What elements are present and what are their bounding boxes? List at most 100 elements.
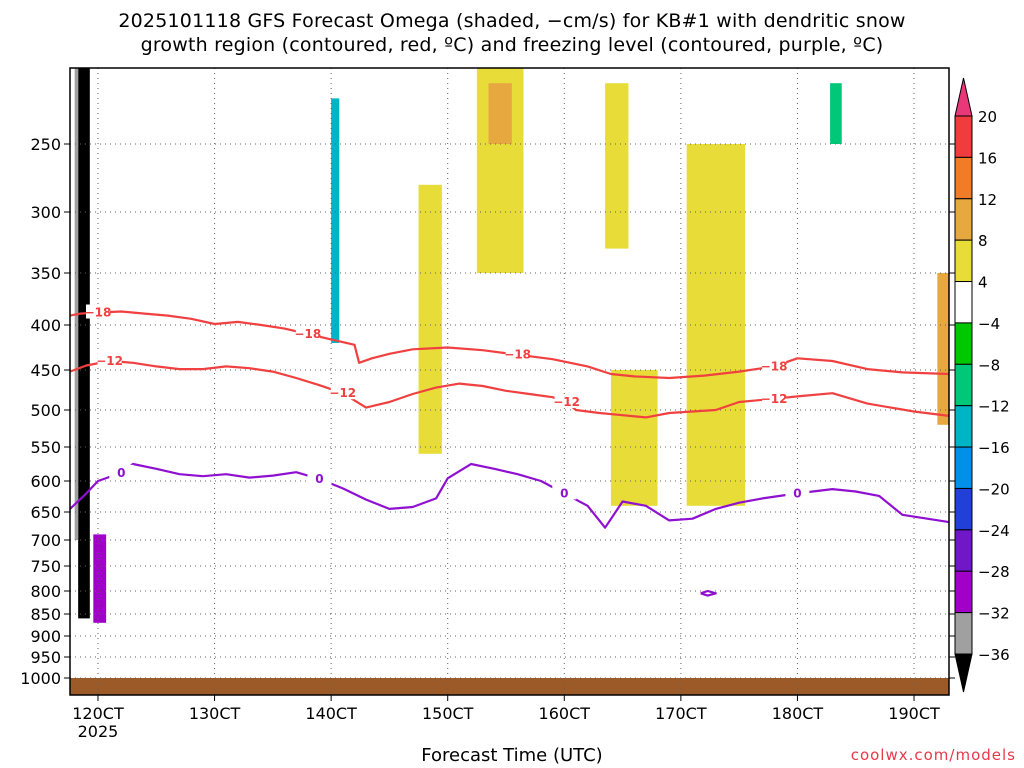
ground-layer bbox=[70, 678, 949, 695]
x-sublabel-year: 2025 bbox=[78, 722, 119, 741]
colorbar-swatch-8 bbox=[954, 405, 973, 448]
contour-label-bg bbox=[762, 390, 787, 405]
colorbar-top-triangle bbox=[954, 77, 973, 117]
colorbar-swatch-2 bbox=[954, 156, 973, 200]
omega-shade-4 bbox=[830, 83, 842, 144]
contour-0 bbox=[69, 462, 950, 529]
y-tick-label-7: 600 bbox=[30, 472, 61, 491]
contour-label--18-1: −18 bbox=[294, 327, 321, 341]
colorbar-label-12: −32 bbox=[978, 605, 1010, 623]
contour-label-bg bbox=[330, 385, 355, 400]
colorbar-swatch-1 bbox=[954, 115, 973, 158]
contour-label--12-2: −12 bbox=[553, 395, 580, 409]
plot-frame bbox=[69, 67, 950, 696]
contour-label-0-0: 0 bbox=[117, 466, 125, 480]
omega-shade-0 bbox=[78, 68, 90, 619]
y-tick-label-2: 350 bbox=[30, 264, 61, 283]
omega-shade-2 bbox=[93, 534, 107, 623]
x-tick-label-3: 150CT bbox=[422, 704, 474, 723]
contour-0-closed bbox=[700, 589, 717, 597]
omega-shade-3 bbox=[331, 98, 340, 344]
omega-shading-layer bbox=[74, 68, 949, 623]
colorbar: 20 16 12 8 4 −4 −8 −12 −16 −20 −24 −28 −32 −36 bbox=[954, 77, 1010, 693]
contour-label--12-1: −12 bbox=[329, 386, 356, 400]
y-tick-label-8: 650 bbox=[30, 503, 61, 522]
contour-label-0-1: 0 bbox=[315, 472, 323, 486]
ground-terrain bbox=[70, 678, 949, 695]
y-tick-label-6: 550 bbox=[30, 438, 61, 457]
contour-label-bg bbox=[109, 464, 134, 479]
colorbar-swatch-5 bbox=[954, 281, 973, 324]
colorbar-label-1: 16 bbox=[978, 149, 997, 167]
y-tick-label-1: 300 bbox=[30, 203, 61, 222]
contour-label-0-3: 0 bbox=[793, 486, 801, 500]
x-tick-label-5: 170CT bbox=[655, 704, 707, 723]
contour-label--12-0: −12 bbox=[96, 354, 123, 368]
colorbar-label-7: −12 bbox=[978, 398, 1010, 416]
axis-layer: 250 300 350 400 450 500 550 600 650 700 750 800 850 9… bbox=[20, 67, 955, 741]
y-tick-label-12: 850 bbox=[30, 605, 61, 624]
x-tick-label-1: 130CT bbox=[189, 704, 241, 723]
contour--12 bbox=[69, 359, 950, 419]
contour-label-bg bbox=[785, 485, 810, 500]
contour-label-bg bbox=[295, 326, 320, 340]
contour-label--18-0: −18 bbox=[85, 306, 112, 320]
chart-title-line1: 2025101118 GFS Forecast Omega (shaded, −… bbox=[118, 10, 906, 32]
contour-label-bg bbox=[762, 358, 787, 373]
contour-label--18-3: −18 bbox=[761, 359, 788, 373]
omega-shade-7 bbox=[605, 83, 629, 249]
omega-shade-1 bbox=[74, 68, 79, 540]
contour-label-bg bbox=[505, 346, 530, 361]
y-tick-label-3: 400 bbox=[30, 316, 61, 335]
colorbar-swatch-7 bbox=[954, 363, 973, 407]
colorbar-label-3: 8 bbox=[978, 232, 988, 250]
colorbar-swatch-3 bbox=[954, 198, 973, 241]
colorbar-swatch-11 bbox=[954, 529, 973, 572]
x-tick-label-2: 140CT bbox=[305, 704, 357, 723]
contour-label-bg bbox=[85, 304, 110, 319]
contour-label-bg bbox=[552, 485, 577, 500]
colorbar-swatch-12 bbox=[954, 570, 973, 614]
y-tick-label-13: 900 bbox=[30, 627, 61, 646]
x-tick-label-4: 160CT bbox=[539, 704, 591, 723]
colorbar-label-6: −8 bbox=[978, 356, 1000, 374]
colorbar-swatch-4 bbox=[954, 239, 973, 283]
colorbar-label-11: −28 bbox=[978, 563, 1010, 581]
omega-shade-5 bbox=[418, 184, 442, 454]
contour-label--12-3: −12 bbox=[761, 392, 788, 406]
omega-shade-10 bbox=[488, 83, 512, 144]
x-axis-title: Forecast Time (UTC) bbox=[421, 745, 603, 766]
colorbar-label-5: −4 bbox=[978, 315, 1000, 333]
x-tick-label-6: 180CT bbox=[772, 704, 824, 723]
colorbar-label-0: 20 bbox=[978, 108, 997, 126]
contour-label-bg bbox=[307, 470, 332, 485]
colorbar-swatch-9 bbox=[954, 446, 973, 489]
omega-shade-9 bbox=[610, 370, 658, 506]
y-tick-label-11: 800 bbox=[30, 582, 61, 601]
y-tick-label-0: 250 bbox=[30, 135, 61, 154]
contour-label-bg bbox=[97, 353, 122, 367]
omega-shade-11 bbox=[937, 273, 949, 425]
x-tick-label-7: 190CT bbox=[888, 704, 940, 723]
colorbar-swatch-13 bbox=[954, 612, 973, 655]
credit-link[interactable]: coolwx.com/models bbox=[850, 746, 1016, 764]
chart-title-line2: growth region (contoured, red, ºC) and f… bbox=[140, 34, 884, 56]
y-tick-label-14: 950 bbox=[30, 648, 61, 667]
y-tick-label-5: 500 bbox=[30, 401, 61, 420]
colorbar-label-10: −24 bbox=[978, 522, 1010, 540]
y-tick-label-9: 700 bbox=[30, 531, 61, 550]
colorbar-swatch-6 bbox=[954, 322, 973, 365]
contour-label-bg bbox=[554, 394, 579, 408]
colorbar-label-9: −20 bbox=[978, 480, 1010, 498]
colorbar-bottom-triangle bbox=[954, 653, 973, 693]
colorbar-swatch-10 bbox=[954, 487, 973, 531]
contour-label--18-2: −18 bbox=[504, 348, 531, 362]
y-tick-label-15: 1000 bbox=[20, 669, 61, 688]
colorbar-label-13: −36 bbox=[978, 646, 1010, 664]
colorbar-label-4: 4 bbox=[978, 274, 988, 292]
colorbar-label-8: −16 bbox=[978, 439, 1010, 457]
contour-layer: −18 −18 −18 −18 −12 −12 −12 −12 0 0 0 0 bbox=[69, 304, 950, 597]
contour-label-0-2: 0 bbox=[560, 486, 568, 500]
y-tick-label-10: 750 bbox=[30, 557, 61, 576]
